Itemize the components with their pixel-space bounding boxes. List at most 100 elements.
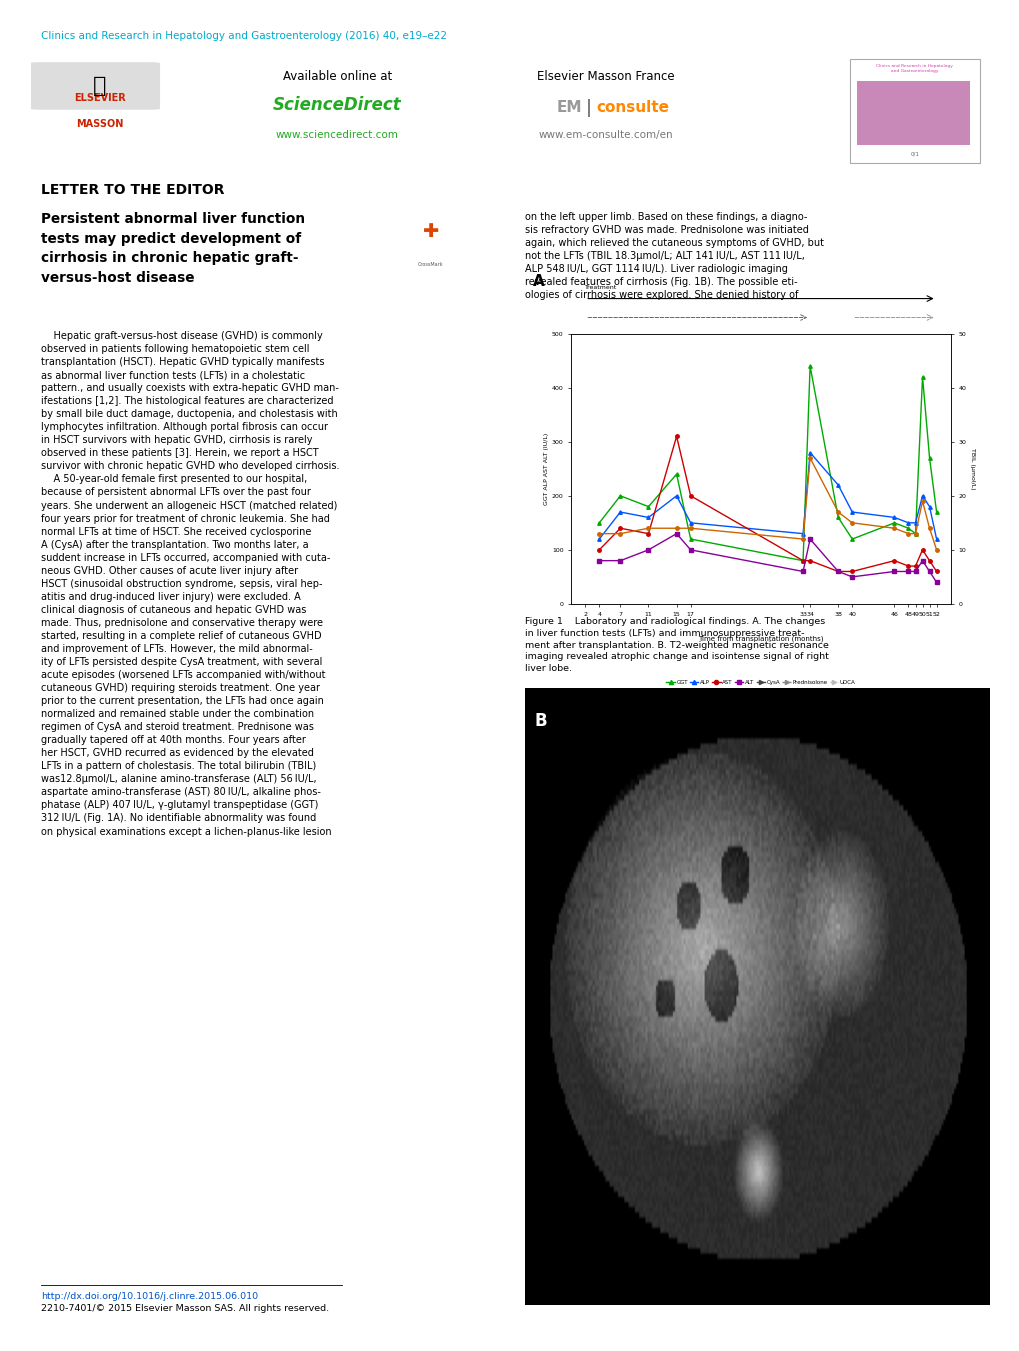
Bar	[31, 57, 169, 165]
Text: CrossMark: CrossMark	[418, 262, 443, 267]
AST	[915, 542, 927, 558]
X-axis label: Time from transplantation (months): Time from transplantation (months)	[697, 636, 823, 643]
TBIL	[613, 526, 626, 542]
GGT	[902, 520, 914, 536]
TBIL	[796, 531, 808, 547]
GGT	[669, 466, 682, 482]
ALP	[915, 488, 927, 504]
ALT	[902, 563, 914, 580]
GGT	[922, 450, 934, 466]
Text: www.em-consulte.com/en: www.em-consulte.com/en	[538, 130, 673, 139]
Text: |: |	[585, 99, 591, 116]
Text: Clinics and Research in Hepatology
and Gastroenterology: Clinics and Research in Hepatology and G…	[875, 65, 952, 73]
GGT	[888, 515, 900, 531]
Bar	[850, 59, 979, 162]
Text: Treatment: Treatment	[585, 285, 616, 290]
Text: Hepatic graft-versus-host disease (GVHD) is commonly
observed in patients follow: Hepatic graft-versus-host disease (GVHD)…	[41, 331, 339, 836]
Text: 0/1: 0/1	[909, 151, 918, 157]
GGT	[803, 358, 815, 374]
TBIL	[642, 520, 654, 536]
AST	[846, 563, 858, 580]
ALT	[922, 563, 934, 580]
Text: EM: EM	[556, 100, 581, 115]
Text: http://dx.doi.org/10.1016/j.clinre.2015.06.010: http://dx.doi.org/10.1016/j.clinre.2015.…	[41, 1292, 258, 1301]
GGT	[642, 499, 654, 515]
GGT	[846, 531, 858, 547]
AST	[909, 558, 921, 574]
Text: on the left upper limb. Based on these findings, a diagno-
sis refractory GVHD w: on the left upper limb. Based on these f…	[525, 212, 823, 300]
AST	[796, 553, 808, 569]
ALP	[642, 509, 654, 526]
AST	[929, 563, 942, 580]
Text: LETTER TO THE EDITOR: LETTER TO THE EDITOR	[41, 184, 224, 197]
ALT	[684, 542, 696, 558]
ALT	[909, 563, 921, 580]
ALT	[796, 563, 808, 580]
ALP	[888, 509, 900, 526]
ALP	[832, 477, 844, 493]
GGT	[915, 369, 927, 385]
GGT	[929, 504, 942, 520]
AST	[669, 428, 682, 444]
ALT	[929, 574, 942, 590]
Text: Elsevier Masson France: Elsevier Masson France	[537, 70, 674, 82]
Line: ALP: ALP	[597, 451, 937, 540]
Text: Available online at: Available online at	[282, 70, 391, 82]
GGT	[832, 509, 844, 526]
GGT	[796, 553, 808, 569]
TBIL	[909, 526, 921, 542]
ALP	[684, 515, 696, 531]
TBIL	[929, 542, 942, 558]
ALP	[922, 499, 934, 515]
Y-axis label: TBIL (μmol/L): TBIL (μmol/L)	[969, 449, 974, 489]
Text: Figure 1    Laboratory and radiological findings. A. The changes
in liver functi: Figure 1 Laboratory and radiological fin…	[525, 617, 828, 673]
Text: 2210-7401/© 2015 Elsevier Masson SAS. All rights reserved.: 2210-7401/© 2015 Elsevier Masson SAS. Al…	[41, 1304, 328, 1313]
FancyBboxPatch shape	[31, 62, 160, 109]
GGT	[684, 531, 696, 547]
GGT	[909, 526, 921, 542]
AST	[593, 542, 605, 558]
AST	[902, 558, 914, 574]
AST	[642, 526, 654, 542]
ALT	[613, 553, 626, 569]
GGT	[613, 488, 626, 504]
Text: 🌲: 🌲	[93, 76, 106, 96]
TBIL	[832, 504, 844, 520]
Line: AST: AST	[597, 435, 937, 573]
ALP	[796, 526, 808, 542]
Text: Clinics and Research in Hepatology and Gastroenterology (2016) 40, e19–e22: Clinics and Research in Hepatology and G…	[41, 31, 446, 42]
Text: MASSON: MASSON	[75, 119, 123, 128]
ALT	[669, 526, 682, 542]
ALP	[909, 515, 921, 531]
ALT	[593, 553, 605, 569]
Y-axis label: GGT ALP AST ALT (IU/L): GGT ALP AST ALT (IU/L)	[543, 432, 548, 505]
Text: ELSEVIER: ELSEVIER	[73, 93, 125, 103]
TBIL	[669, 520, 682, 536]
TBIL	[803, 450, 815, 466]
AST	[613, 520, 626, 536]
Line: ALT: ALT	[597, 532, 937, 584]
Text: ✚: ✚	[422, 222, 438, 240]
ALP	[613, 504, 626, 520]
ALT	[888, 563, 900, 580]
AST	[803, 553, 815, 569]
AST	[832, 563, 844, 580]
TBIL	[684, 520, 696, 536]
Text: A: A	[533, 274, 544, 289]
Text: ScienceDirect: ScienceDirect	[273, 96, 401, 115]
AST	[888, 553, 900, 569]
GGT	[593, 515, 605, 531]
TBIL	[593, 526, 605, 542]
Text: www.sciencedirect.com: www.sciencedirect.com	[276, 130, 398, 139]
ALT	[846, 569, 858, 585]
ALT	[642, 542, 654, 558]
Text: consulte: consulte	[596, 100, 668, 115]
TBIL	[915, 493, 927, 509]
ALP	[846, 504, 858, 520]
Text: Persistent abnormal liver function
tests may predict development of
cirrhosis in: Persistent abnormal liver function tests…	[41, 212, 305, 285]
Line: GGT: GGT	[597, 365, 937, 562]
Line: TBIL: TBIL	[597, 457, 937, 551]
ALP	[929, 531, 942, 547]
ALP	[669, 488, 682, 504]
Legend: GGT, ALP, AST, ALT, CysA, Prednisolone, UDCA: GGT, ALP, AST, ALT, CysA, Prednisolone, …	[663, 678, 857, 688]
